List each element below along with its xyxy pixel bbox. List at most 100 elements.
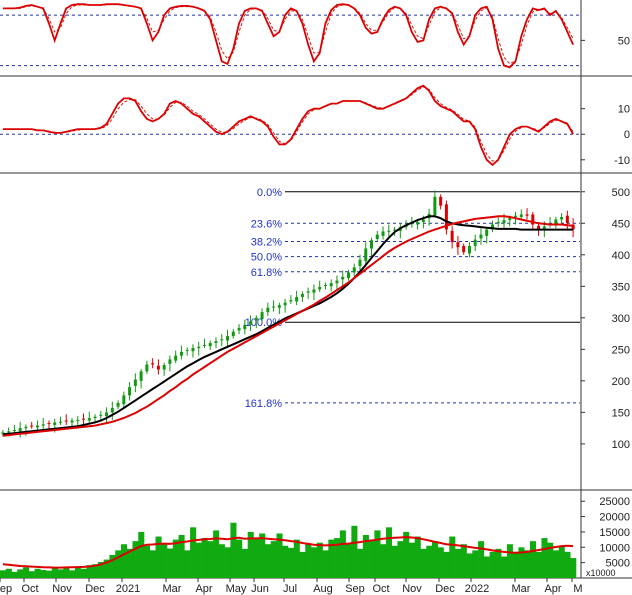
volume-bar	[426, 545, 433, 578]
candle-body	[93, 416, 97, 419]
volume-bar	[46, 570, 53, 578]
volume-bar	[247, 531, 254, 578]
x-tick-label: Dec	[435, 583, 455, 595]
candle-body	[168, 359, 172, 364]
volume-bar	[374, 530, 381, 578]
candle-body	[335, 280, 339, 284]
candle-body	[243, 324, 247, 330]
y-tick-label: 50	[618, 35, 630, 47]
candle-body	[110, 407, 114, 413]
volume-bar	[316, 542, 323, 578]
x-tick-label: Nov	[402, 583, 422, 595]
candle-body	[485, 229, 489, 236]
volume-bar	[460, 544, 467, 578]
volume-bar	[558, 545, 565, 578]
volume-bar	[11, 571, 18, 578]
candle-body	[47, 423, 51, 425]
volume-bar	[380, 544, 387, 578]
candle-body	[179, 351, 183, 356]
candle-body	[128, 387, 132, 396]
volume-bar	[34, 568, 41, 578]
candle-body	[352, 267, 356, 273]
candle-body	[508, 218, 512, 221]
volume-bar	[512, 551, 519, 578]
y-tick-label: 0	[624, 129, 630, 141]
candle-body	[231, 331, 235, 337]
volume-bar	[276, 533, 283, 578]
candle-body	[444, 204, 448, 230]
volume-bar	[351, 525, 358, 578]
candle-body	[421, 219, 425, 223]
volume-unit-label: x10000	[586, 568, 616, 578]
volume-bar	[362, 535, 369, 578]
candle-body	[525, 214, 529, 216]
x-tick-label: May	[226, 583, 247, 595]
volume-bar	[5, 568, 12, 578]
volume-bar	[529, 541, 536, 578]
volume-bar	[236, 539, 243, 578]
candle-body	[7, 431, 11, 433]
candle-body	[249, 321, 253, 325]
candle-body	[433, 196, 437, 216]
volume-bar	[552, 550, 560, 578]
volume-bar	[167, 548, 174, 578]
candle-body	[260, 312, 264, 320]
volume-bar	[178, 535, 185, 578]
volume-bar	[414, 536, 421, 578]
y-tick-label: 450	[612, 218, 630, 230]
y-tick-label: 25000	[599, 496, 630, 508]
candle-body	[58, 421, 62, 423]
volume-bar	[501, 556, 508, 578]
candle-body	[537, 225, 541, 230]
candle-body	[323, 285, 327, 287]
candle-body	[139, 371, 143, 381]
candle-body	[226, 336, 230, 341]
candle-body	[64, 420, 68, 422]
candle-body	[462, 245, 466, 253]
x-tick-label: Dec	[85, 583, 105, 595]
candle-body	[220, 339, 224, 341]
volume-bar	[403, 531, 410, 578]
volume-bar	[161, 544, 168, 578]
volume-bar	[506, 544, 513, 578]
candle-body	[565, 215, 569, 224]
candle-body	[439, 196, 443, 206]
candle-body	[18, 428, 22, 432]
candle-body	[496, 222, 500, 224]
x-tick-label: Mar	[163, 583, 182, 595]
volume-bar	[57, 569, 64, 578]
volume-bar	[449, 536, 456, 578]
volume-bar	[190, 527, 197, 578]
oscillator-1-series-signal	[2, 3, 574, 65]
volume-bar	[282, 545, 289, 578]
candle-body	[571, 224, 575, 230]
volume-bar	[138, 531, 145, 578]
x-tick-label: 2021	[116, 583, 140, 595]
volume-bar	[270, 541, 277, 578]
x-tick-label: M	[573, 583, 582, 595]
volume-bar	[397, 541, 404, 578]
candle-body	[300, 293, 304, 298]
volume-bar	[172, 539, 179, 578]
candle-body	[116, 402, 120, 407]
fibonacci-label: 23.6%	[251, 218, 282, 230]
volume-bar	[230, 522, 237, 578]
volume-bar	[97, 562, 104, 578]
candle-body	[519, 214, 523, 217]
volume-bar	[524, 550, 531, 578]
y-tick-label: 10000	[599, 542, 630, 554]
candle-body	[312, 289, 316, 293]
candle-body	[364, 248, 368, 262]
candle-body	[151, 363, 155, 365]
candle-body	[393, 229, 397, 231]
candle-body	[329, 283, 333, 287]
candle-body	[514, 215, 518, 217]
x-tick-label: Apr	[544, 583, 561, 595]
oscillator-1-series-main	[2, 3, 574, 69]
volume-bar	[213, 530, 220, 578]
candle-body	[53, 422, 57, 425]
volume-bar	[489, 551, 496, 578]
candle-body	[99, 414, 103, 416]
volume-bar	[334, 538, 341, 578]
